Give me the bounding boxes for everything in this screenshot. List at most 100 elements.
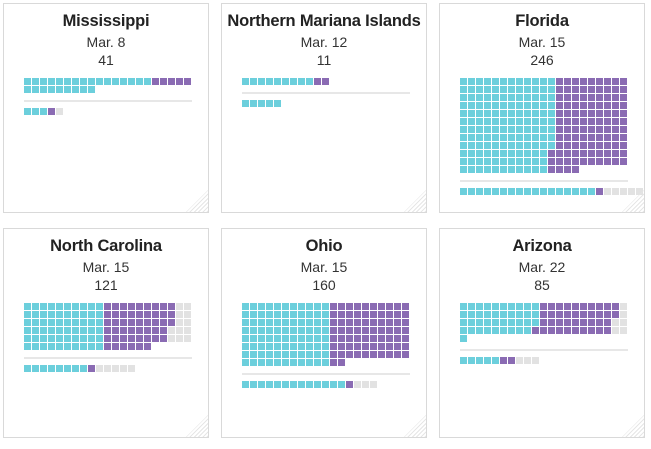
bottom-second — [508, 357, 515, 364]
bottom-remaining — [604, 188, 611, 195]
bottom-remaining — [620, 188, 627, 195]
second-place-delegate — [362, 335, 369, 342]
first-place-delegate — [72, 343, 79, 350]
second-place-delegate — [564, 150, 571, 157]
first-place-delegate — [460, 142, 467, 149]
first-place-delegate — [40, 311, 47, 318]
first-place-delegate — [476, 102, 483, 109]
first-place-delegate — [24, 327, 31, 334]
first-place-delegate — [24, 303, 31, 310]
first-place-delegate — [468, 303, 475, 310]
first-place-delegate — [548, 142, 555, 149]
first-place-delegate — [258, 327, 265, 334]
second-place-delegate — [556, 94, 563, 101]
second-place-delegate — [152, 303, 159, 310]
first-place-delegate — [516, 94, 523, 101]
first-place-delegate — [516, 86, 523, 93]
state-card: Arizona Mar. 22 85 — [439, 228, 645, 438]
first-place-delegate — [322, 319, 329, 326]
first-place-delegate — [96, 327, 103, 334]
second-place-delegate — [564, 303, 571, 310]
bottom-remaining — [370, 381, 377, 388]
second-place-delegate — [120, 319, 127, 326]
first-place-delegate — [274, 319, 281, 326]
first-place-delegate — [298, 335, 305, 342]
first-place-delegate — [250, 327, 257, 334]
second-place-delegate — [330, 343, 337, 350]
first-place-delegate — [306, 78, 313, 85]
unallocated-delegate — [620, 327, 627, 334]
first-place-delegate — [322, 343, 329, 350]
waffle-chart — [460, 303, 628, 364]
second-place-delegate — [338, 359, 345, 366]
state-name: Ohio — [305, 237, 343, 255]
first-place-delegate — [290, 343, 297, 350]
first-place-delegate — [508, 319, 515, 326]
bottom-first — [532, 188, 539, 195]
second-place-delegate — [152, 327, 159, 334]
second-place-delegate — [160, 335, 167, 342]
first-place-delegate — [282, 319, 289, 326]
first-place-delegate — [306, 311, 313, 318]
first-place-delegate — [468, 311, 475, 318]
first-place-delegate — [24, 86, 31, 93]
second-place-delegate — [588, 134, 595, 141]
second-place-delegate — [152, 311, 159, 318]
delegate-count: 160 — [312, 277, 336, 293]
second-place-delegate — [596, 94, 603, 101]
first-place-delegate — [492, 319, 499, 326]
first-place-delegate — [476, 327, 483, 334]
first-place-delegate — [322, 311, 329, 318]
first-place-delegate — [468, 118, 475, 125]
second-place-delegate — [548, 303, 555, 310]
first-place-delegate — [88, 311, 95, 318]
second-place-delegate — [620, 110, 627, 117]
first-place-delegate — [282, 359, 289, 366]
first-place-delegate — [532, 126, 539, 133]
first-place-delegate — [32, 343, 39, 350]
bottom-first — [338, 381, 345, 388]
first-place-delegate — [468, 94, 475, 101]
first-place-delegate — [492, 102, 499, 109]
second-place-delegate — [370, 343, 377, 350]
second-place-delegate — [168, 319, 175, 326]
primary-date: Mar. 15 — [300, 259, 348, 275]
second-place-delegate — [564, 118, 571, 125]
second-place-delegate — [330, 319, 337, 326]
second-place-delegate — [394, 319, 401, 326]
first-place-delegate — [468, 134, 475, 141]
bottom-first — [250, 100, 257, 107]
primary-date: Mar. 12 — [300, 34, 348, 50]
state-name: Florida — [515, 12, 569, 30]
second-place-delegate — [572, 78, 579, 85]
first-place-delegate — [460, 78, 467, 85]
second-place-delegate — [580, 78, 587, 85]
second-place-delegate — [402, 311, 409, 318]
first-place-delegate — [64, 311, 71, 318]
second-place-delegate — [128, 343, 135, 350]
first-place-delegate — [250, 351, 257, 358]
second-place-delegate — [354, 319, 361, 326]
second-place-delegate — [572, 102, 579, 109]
second-place-delegate — [386, 335, 393, 342]
second-place-delegate — [354, 343, 361, 350]
first-place-delegate — [56, 335, 63, 342]
bottom-first — [258, 100, 265, 107]
first-place-delegate — [476, 166, 483, 173]
first-place-delegate — [64, 319, 71, 326]
bottom-first — [460, 357, 467, 364]
second-place-delegate — [612, 311, 619, 318]
first-place-delegate — [314, 343, 321, 350]
second-place-delegate — [572, 86, 579, 93]
first-place-delegate — [88, 343, 95, 350]
second-place-delegate — [588, 86, 595, 93]
bottom-second — [88, 365, 95, 372]
second-place-delegate — [564, 142, 571, 149]
first-place-delegate — [476, 311, 483, 318]
primary-date: Mar. 22 — [518, 259, 566, 275]
first-place-delegate — [516, 142, 523, 149]
first-place-delegate — [24, 319, 31, 326]
first-place-delegate — [492, 94, 499, 101]
first-place-delegate — [540, 78, 547, 85]
second-place-delegate — [588, 142, 595, 149]
